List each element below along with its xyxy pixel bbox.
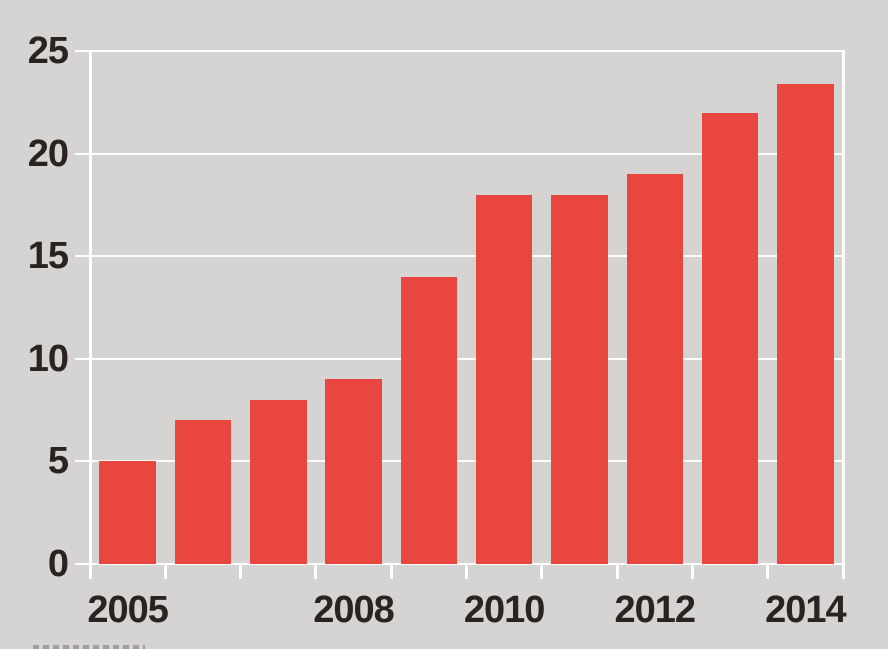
y-gridline xyxy=(75,255,843,258)
bar-2010 xyxy=(475,194,533,564)
x-axis-tick-label: 2012 xyxy=(614,589,696,631)
bar-2006 xyxy=(174,420,232,564)
x-axis-tick xyxy=(766,565,770,579)
bar-2013 xyxy=(701,112,759,564)
y-axis-line xyxy=(88,50,92,579)
y-axis-tick-label: 25 xyxy=(27,30,69,72)
x-axis-tick-label: 2010 xyxy=(463,589,546,631)
y-axis-tick-label: 15 xyxy=(27,235,69,278)
plot-right-border xyxy=(841,50,845,579)
y-gridline xyxy=(75,50,843,52)
x-axis-tick xyxy=(465,565,468,579)
x-axis-tick-label: 2005 xyxy=(87,589,169,631)
bar-2007 xyxy=(250,399,307,564)
x-axis-tick xyxy=(163,565,167,579)
y-gridline xyxy=(75,357,843,360)
bar-2011 xyxy=(551,194,608,564)
x-axis-tick xyxy=(239,565,243,579)
x-axis-tick xyxy=(615,565,619,579)
y-gridline xyxy=(75,152,843,155)
x-axis-tick xyxy=(389,565,393,579)
bar-2009 xyxy=(400,276,458,564)
x-axis-tick xyxy=(540,565,544,579)
y-axis-tick-label: 10 xyxy=(27,337,69,380)
x-axis-tick-label: 2008 xyxy=(313,589,395,631)
x-axis-tick xyxy=(314,565,318,579)
y-gridline xyxy=(75,460,843,463)
y-gridline xyxy=(75,563,843,565)
y-axis-tick-label: 0 xyxy=(47,543,69,585)
bar-2012 xyxy=(626,174,683,564)
y-axis-tick-label: 5 xyxy=(47,440,69,483)
cropped-caption-text-artifact xyxy=(33,645,145,649)
bar-2008 xyxy=(325,379,382,564)
x-axis-tick xyxy=(690,565,694,579)
bar-2005 xyxy=(99,461,156,564)
x-axis-tick-label: 2014 xyxy=(765,589,847,631)
bar-2014 xyxy=(777,83,834,564)
y-axis-tick-label: 20 xyxy=(27,132,69,175)
